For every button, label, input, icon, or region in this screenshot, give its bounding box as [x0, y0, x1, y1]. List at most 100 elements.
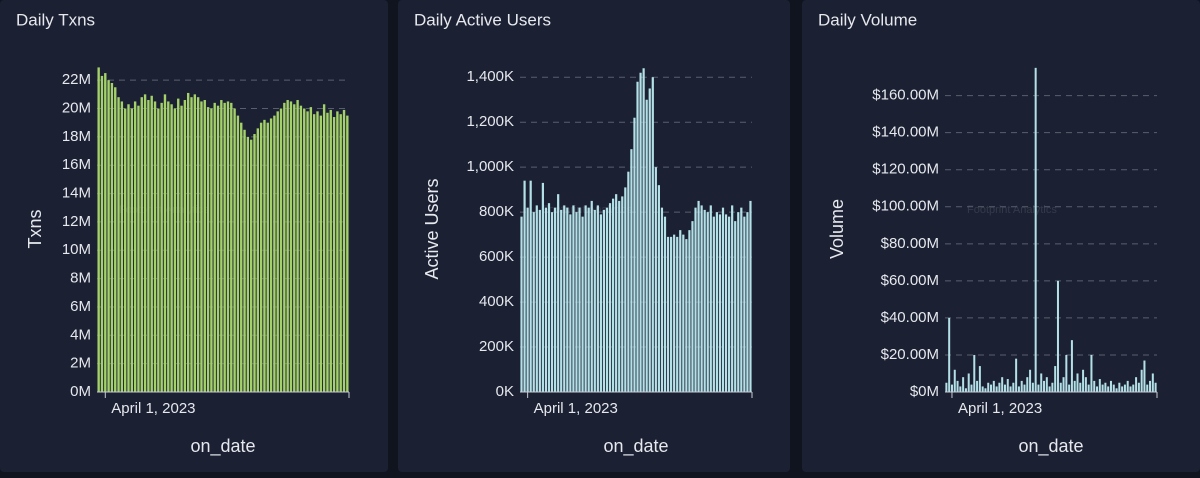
bar — [956, 380, 959, 392]
bar — [1048, 386, 1051, 392]
bar — [173, 108, 177, 393]
bar — [1054, 366, 1057, 392]
bar — [728, 216, 731, 392]
bar — [749, 200, 752, 392]
y-tick-label: $60.00M — [881, 272, 939, 289]
bar — [691, 221, 694, 392]
bar — [666, 236, 670, 392]
bar — [1056, 280, 1059, 392]
bar — [1001, 377, 1004, 392]
bar — [1109, 380, 1112, 392]
bar — [266, 122, 269, 393]
bar — [319, 115, 323, 392]
bar — [639, 72, 642, 393]
y-axis-label: Txns — [25, 209, 45, 248]
bar — [973, 354, 976, 392]
bar — [256, 128, 260, 392]
y-tick-label: 22M — [62, 71, 91, 88]
bar — [1051, 382, 1054, 392]
y-tick-label: $160.00M — [872, 87, 939, 104]
bar — [233, 108, 236, 393]
bar — [987, 382, 990, 392]
bar — [538, 209, 541, 392]
x-axis-label: on_date — [603, 436, 668, 457]
bar — [627, 171, 630, 392]
bar — [1121, 386, 1124, 392]
bar — [1020, 380, 1023, 392]
bar — [1023, 384, 1026, 392]
bar — [1059, 382, 1062, 392]
y-tick-label: 14M — [62, 185, 91, 202]
bar — [984, 388, 987, 392]
bar — [240, 122, 243, 393]
bar — [180, 105, 183, 393]
bar — [1031, 382, 1034, 392]
bar — [1093, 380, 1096, 392]
bar — [660, 207, 664, 392]
bar — [220, 100, 223, 392]
bar — [329, 109, 332, 392]
bar — [535, 205, 538, 392]
bar — [283, 102, 286, 392]
bar — [706, 212, 709, 392]
bar — [1068, 384, 1071, 392]
bar — [117, 97, 120, 392]
bar — [226, 101, 230, 392]
bar — [1017, 386, 1020, 392]
y-tick-label: 2M — [70, 355, 91, 372]
bar — [1140, 369, 1143, 392]
bar — [621, 196, 624, 392]
bar — [657, 185, 660, 392]
bar — [544, 207, 548, 392]
bar — [342, 109, 346, 392]
y-tick-label: 800K — [479, 203, 514, 220]
bar — [608, 203, 612, 392]
bar — [962, 377, 965, 392]
bar — [584, 205, 587, 392]
bar — [694, 207, 697, 392]
bar — [133, 101, 137, 392]
bar — [326, 112, 329, 392]
bar — [554, 207, 557, 392]
bar — [312, 114, 316, 392]
bar — [1076, 373, 1079, 392]
bar — [1045, 377, 1048, 392]
x-tick-label: April 1, 2023 — [534, 400, 618, 417]
bar — [253, 134, 256, 392]
y-tick-label: 18M — [62, 128, 91, 145]
bar — [259, 122, 263, 393]
bar — [143, 94, 147, 392]
bar — [685, 239, 688, 392]
bar — [203, 100, 206, 392]
bar — [964, 388, 967, 392]
bar — [167, 101, 170, 392]
bar — [269, 118, 273, 392]
bar — [709, 205, 712, 392]
y-tick-label: $140.00M — [872, 124, 939, 141]
bar — [223, 102, 226, 392]
bar — [1098, 379, 1101, 392]
bar — [286, 100, 289, 392]
bar — [712, 216, 715, 392]
bar — [213, 102, 216, 392]
bar — [948, 317, 951, 392]
bar — [210, 108, 213, 393]
bar — [1073, 380, 1076, 392]
bar — [520, 216, 523, 392]
bar — [624, 187, 627, 392]
bar — [560, 209, 563, 392]
bar — [526, 207, 529, 392]
bar — [97, 67, 100, 392]
bar — [1003, 384, 1006, 392]
bar — [346, 115, 349, 392]
y-tick-label: 1,000K — [466, 158, 514, 175]
bar — [246, 136, 250, 392]
bar — [1118, 382, 1121, 392]
bar — [700, 205, 703, 392]
bar — [1135, 377, 1138, 392]
y-tick-label: $40.00M — [881, 309, 939, 326]
y-axis-label: Volume — [827, 199, 847, 259]
y-tick-label: 12M — [62, 213, 91, 230]
bar — [1123, 384, 1126, 392]
bar — [1065, 354, 1068, 392]
